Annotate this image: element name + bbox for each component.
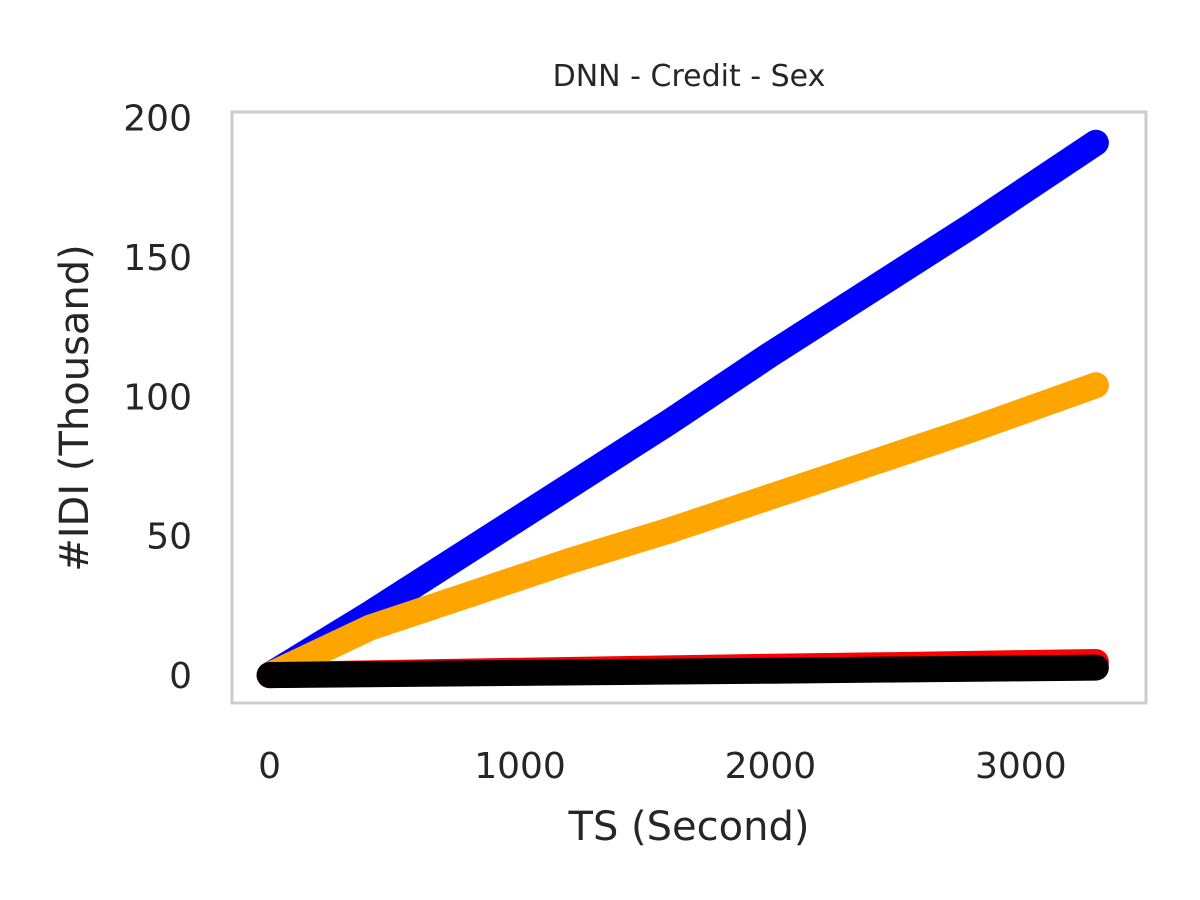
x-tick-label: 1000	[474, 746, 566, 787]
x-axis-label: TS (Second)	[568, 804, 810, 850]
plot-frame	[230, 110, 1148, 705]
series-layer	[256, 129, 1109, 689]
y-tick-label: 200	[123, 99, 192, 140]
series-line-2	[256, 372, 1109, 689]
y-axis-label: #IDI (Thousand)	[52, 244, 98, 572]
x-tick-label: 3000	[975, 746, 1067, 787]
series-line-5	[256, 654, 1109, 689]
x-tick-label: 2000	[725, 746, 817, 787]
y-tick-label: 0	[169, 656, 192, 697]
y-tick-label: 100	[123, 377, 192, 418]
chart-title: DNN - Credit - Sex	[553, 59, 826, 94]
y-tick-labels: 0 50 100 150 200	[123, 99, 192, 697]
series-line-1	[256, 129, 1109, 689]
x-tick-labels: 0 1000 2000 3000	[258, 746, 1066, 787]
y-tick-label: 50	[146, 517, 192, 558]
y-tick-label: 150	[123, 238, 192, 279]
x-tick-label: 0	[258, 746, 281, 787]
